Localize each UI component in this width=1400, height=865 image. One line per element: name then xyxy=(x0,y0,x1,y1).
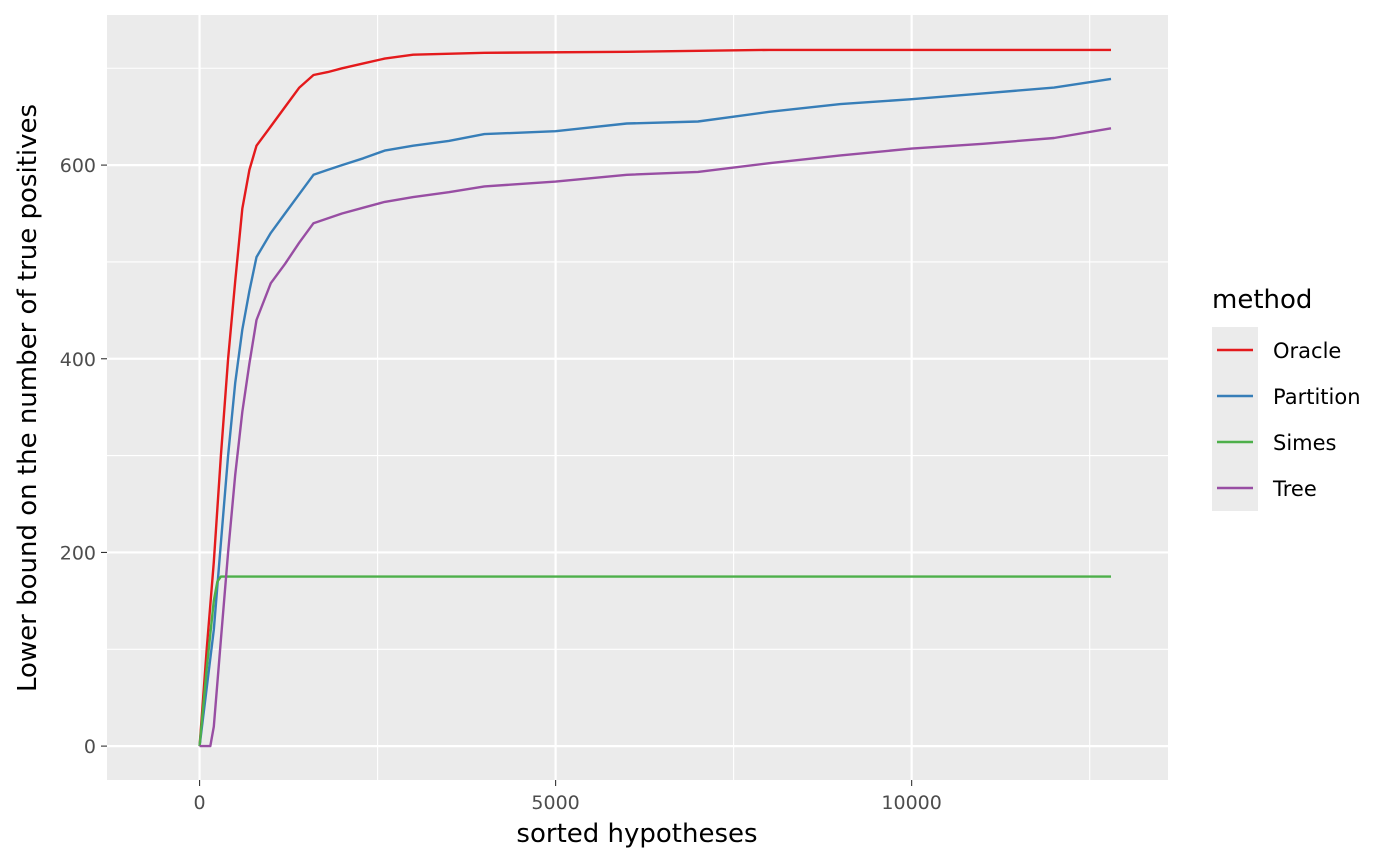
major-gridlines xyxy=(107,15,1168,780)
legend-label-simes: Simes xyxy=(1273,431,1336,455)
series-line-simes xyxy=(198,575,1111,747)
series-lines xyxy=(198,48,1112,748)
legend-items: Oracle Partition Simes Tree xyxy=(1212,327,1361,511)
legend-label-partition: Partition xyxy=(1273,385,1361,409)
plot-panel xyxy=(107,15,1168,780)
series-line-partition xyxy=(198,77,1112,747)
y-axis-title: Lower bound on the number of true positi… xyxy=(13,104,43,692)
x-tick-label: 10000 xyxy=(881,792,941,814)
y-tick-label: 400 xyxy=(60,349,96,371)
x-tick-label: 0 xyxy=(194,792,206,814)
legend-label-oracle: Oracle xyxy=(1273,339,1341,363)
y-axis-ticks: 0 200 400 600 xyxy=(60,155,107,758)
series-line-oracle xyxy=(198,48,1111,747)
legend-label-tree: Tree xyxy=(1272,477,1317,501)
y-tick-label: 600 xyxy=(60,155,96,177)
series-line-tree xyxy=(199,127,1112,748)
legend: method Oracle Partition Simes Tree xyxy=(1212,285,1361,511)
x-axis-ticks: 0 5000 10000 xyxy=(194,780,942,814)
x-axis-title: sorted hypotheses xyxy=(516,819,757,849)
legend-title: method xyxy=(1212,285,1312,315)
minor-gridlines xyxy=(107,15,1168,780)
y-tick-label: 0 xyxy=(84,736,96,758)
x-tick-label: 5000 xyxy=(531,792,579,814)
y-tick-label: 200 xyxy=(60,542,96,564)
